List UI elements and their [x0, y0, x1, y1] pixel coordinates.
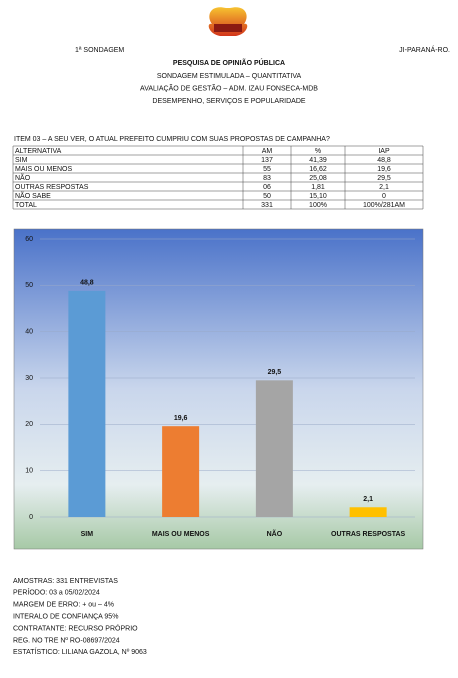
footer-line: MARGEM DE ERRO: + ou – 4% — [13, 602, 114, 609]
footer-line: AMOSTRAS: 331 ENTREVISTAS — [13, 578, 118, 585]
x-tick-label: OUTRAS RESPOSTAS — [331, 531, 405, 538]
table-cell: 137 — [261, 157, 273, 164]
header-line: SONDAGEM ESTIMULADA – QUANTITATIVA — [157, 73, 302, 80]
header-left: 1ª SONDAGEM — [75, 47, 124, 54]
header-right: JI-PARANÁ-RO. — [399, 45, 450, 54]
table-cell: IAP — [378, 148, 390, 155]
table-cell: OUTRAS RESPOSTAS — [15, 184, 89, 191]
y-tick-label: 30 — [25, 375, 33, 382]
table-cell: 1,81 — [311, 184, 325, 191]
footer-line: REG. NO TRE Nº RO-08697/2024 — [13, 637, 120, 644]
y-tick-label: 40 — [25, 329, 33, 336]
table-cell: 331 — [261, 202, 273, 209]
table-cell: 25,08 — [309, 175, 327, 182]
table-cell: 55 — [263, 166, 271, 173]
table-cell: % — [315, 148, 321, 155]
logo — [208, 7, 248, 36]
bar — [255, 380, 293, 517]
table-cell: NÃO SABE — [15, 191, 51, 200]
table-cell: 29,5 — [377, 175, 391, 182]
header-title: PESQUISA DE OPINIÃO PÚBLICA — [173, 58, 285, 67]
header-line: DESEMPENHO, SERVIÇOS E POPULARIDADE — [152, 98, 305, 105]
table-cell: 100% — [309, 202, 327, 209]
bar — [349, 507, 387, 517]
table-cell: 48,8 — [377, 157, 391, 164]
table-cell: 0 — [382, 193, 386, 200]
footer-line: INTERALO DE CONFIANÇA 95% — [13, 614, 118, 621]
table-cell: SIM — [15, 157, 28, 164]
footer-line: ESTATÍSTICO: LILIANA GAZOLA, Nº 9063 — [13, 647, 147, 656]
y-tick-label: 10 — [25, 468, 33, 475]
value-label: 2,1 — [363, 496, 373, 503]
x-tick-label: NÃO — [267, 529, 283, 538]
table-cell: MAIS OU MENOS — [15, 166, 73, 173]
value-label: 48,8 — [80, 280, 94, 287]
table-cell: TOTAL — [15, 202, 37, 209]
table-cell: NÃO — [15, 173, 31, 182]
bar — [162, 426, 200, 517]
table-cell: 100%/281AM — [363, 202, 405, 209]
table-cell: 19,6 — [377, 166, 391, 173]
table-cell: 16,62 — [309, 166, 327, 173]
value-label: 19,6 — [174, 415, 188, 422]
header-line: AVALIAÇÃO DE GESTÃO – ADM. IZAU FONSECA-… — [140, 83, 318, 92]
x-tick-label: MAIS OU MENOS — [152, 531, 210, 538]
table-cell: AM — [262, 148, 273, 155]
table-cell: 50 — [263, 193, 271, 200]
y-tick-label: 50 — [25, 282, 33, 289]
footer-line: CONTRATANTE: RECURSO PRÓPRIO — [13, 623, 138, 632]
question: ITEM 03 – A SEU VER, O ATUAL PREFEITO CU… — [14, 136, 330, 143]
footer-line: PERÍODO: 03 a 05/02/2024 — [13, 588, 100, 597]
value-label: 29,5 — [268, 369, 282, 376]
y-tick-label: 0 — [29, 514, 33, 521]
y-tick-label: 20 — [25, 421, 33, 428]
table-cell: 83 — [263, 175, 271, 182]
table-cell: 2,1 — [379, 184, 389, 191]
table-cell: ALTERNATIVA — [15, 148, 62, 155]
y-tick-label: 60 — [25, 236, 33, 243]
bar — [68, 290, 106, 517]
x-tick-label: SIM — [81, 531, 94, 538]
table-cell: 41,39 — [309, 157, 327, 164]
table-cell: 06 — [263, 184, 271, 191]
table-cell: 15,10 — [309, 193, 327, 200]
